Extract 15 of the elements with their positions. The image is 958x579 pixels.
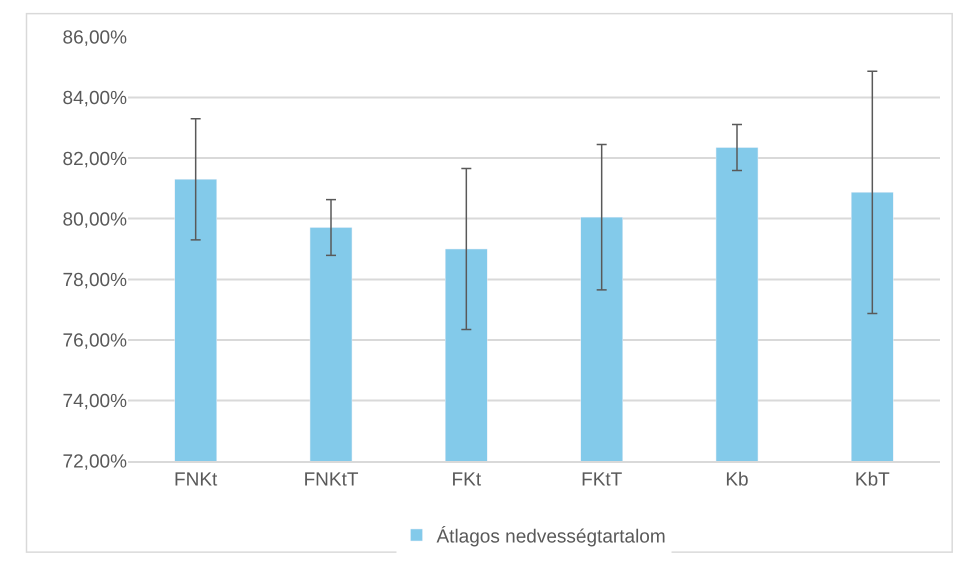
y-tick-label: 72,00% [62,452,128,473]
y-tick-label: 82,00% [62,148,128,170]
y-tick-label: 74,00% [62,391,128,412]
x-tick-label: FKt [452,470,482,491]
legend-label: Átlagos nedvességtartalom [436,525,666,548]
y-tick-label: 80,00% [62,209,128,230]
y-tick-label: 78,00% [62,270,128,291]
x-tick-label: Kb [725,470,749,491]
x-tick-label: KbT [854,470,890,491]
y-tick-label: 86,00% [62,28,128,49]
y-tick-label: 84,00% [62,88,128,110]
x-tick-label: FNKtT [304,470,359,491]
x-tick-label: FNKt [174,470,218,491]
x-tick-label: FKtT [581,470,623,491]
y-tick-label: 76,00% [62,330,128,352]
